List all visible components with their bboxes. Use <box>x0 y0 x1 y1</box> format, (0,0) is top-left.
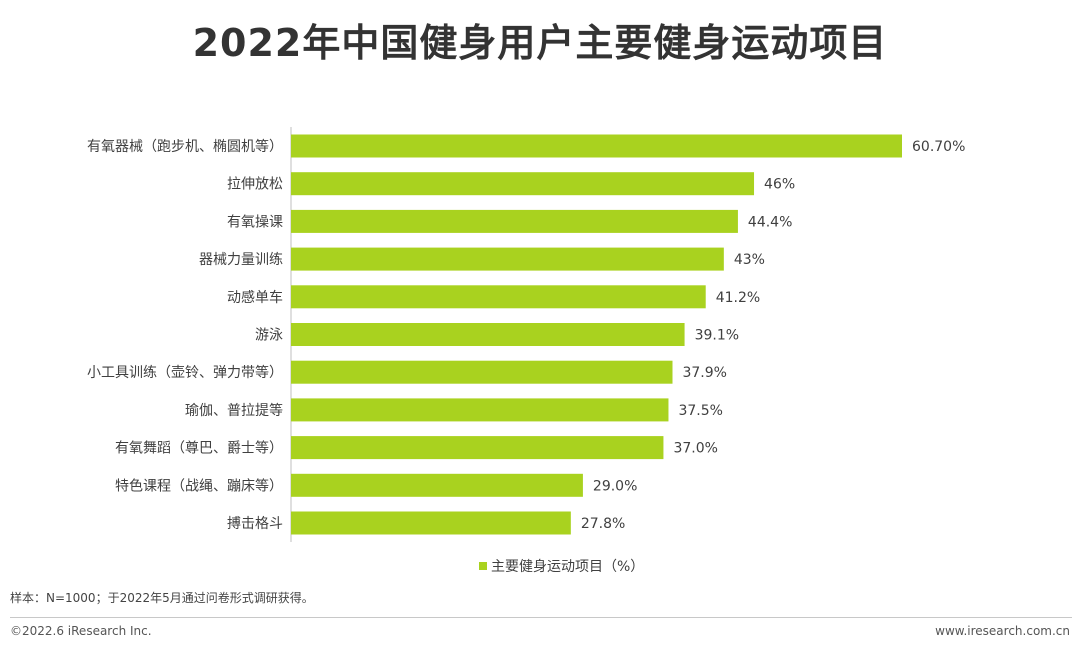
footer-divider <box>10 617 1072 618</box>
value-label: 37.9% <box>682 365 726 381</box>
category-label: 特色课程（战绳、蹦床等） <box>115 477 283 494</box>
bar <box>291 398 669 422</box>
bar <box>291 285 706 309</box>
value-label: 29.0% <box>593 478 637 494</box>
bar <box>291 473 583 497</box>
value-label: 60.70% <box>912 139 965 155</box>
category-label: 小工具训练（壶铃、弹力带等） <box>87 364 283 381</box>
category-label: 瑜伽、普拉提等 <box>185 402 283 419</box>
value-label: 44.4% <box>748 214 792 230</box>
category-label: 游泳 <box>255 328 283 344</box>
bar <box>291 511 571 535</box>
bar <box>291 323 685 346</box>
value-label: 37.5% <box>678 403 722 419</box>
value-label: 27.8% <box>581 516 625 532</box>
legend-swatch <box>479 562 487 570</box>
legend-label: 主要健身运动项目（%） <box>491 559 644 575</box>
category-label: 有氧舞蹈（尊巴、爵士等） <box>115 440 283 457</box>
chart-title: 2022年中国健身用户主要健身运动项目 <box>192 21 888 65</box>
bar <box>291 134 902 158</box>
website-link[interactable]: www.iresearch.com.cn <box>935 624 1070 638</box>
value-label: 41.2% <box>716 290 760 306</box>
category-label: 器械力量训练 <box>199 252 283 268</box>
bar <box>291 436 664 460</box>
bar <box>291 360 673 384</box>
value-label: 39.1% <box>695 328 739 344</box>
category-label: 拉伸放松 <box>227 177 283 193</box>
category-label: 有氧操课 <box>227 214 283 230</box>
value-label: 46% <box>764 177 795 193</box>
bar <box>291 209 738 233</box>
category-label: 有氧器械（跑步机、椭圆机等） <box>87 138 283 155</box>
bar <box>291 172 755 196</box>
category-label: 动感单车 <box>227 289 283 306</box>
value-label: 37.0% <box>673 441 717 457</box>
copyright-text: ©2022.6 iResearch Inc. <box>10 624 152 638</box>
sample-footnote: 样本：N=1000；于2022年5月通过问卷形式调研获得。 <box>10 591 314 605</box>
category-label: 搏击格斗 <box>227 515 283 532</box>
bar <box>291 247 724 271</box>
value-label: 43% <box>734 252 765 268</box>
